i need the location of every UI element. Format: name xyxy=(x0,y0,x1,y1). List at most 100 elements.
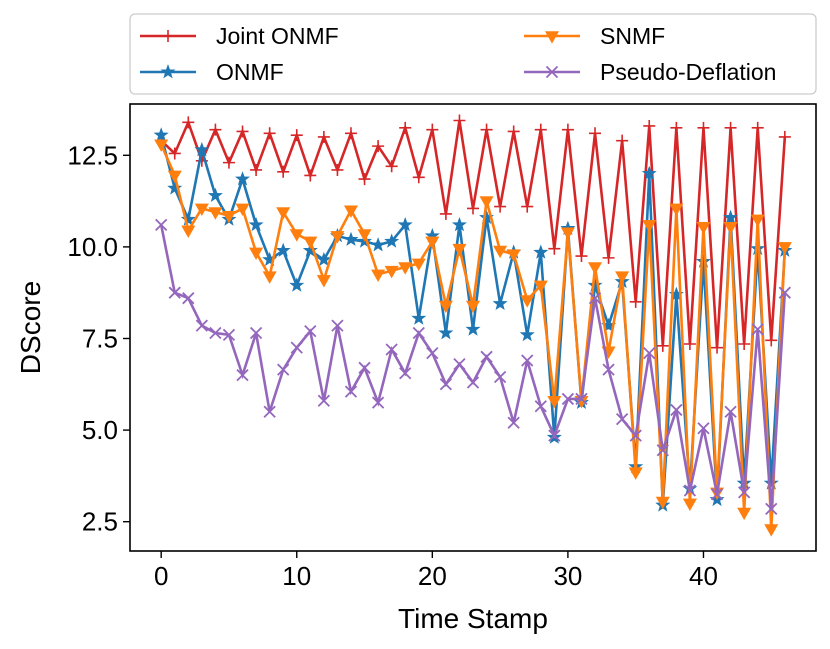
data-point xyxy=(358,173,371,186)
data-point xyxy=(358,361,371,374)
data-point xyxy=(466,376,480,389)
data-point xyxy=(655,496,670,510)
data-point xyxy=(506,249,521,262)
data-point xyxy=(289,229,304,242)
data-point xyxy=(682,498,697,511)
data-point xyxy=(588,262,603,275)
data-point xyxy=(167,170,182,184)
data-point xyxy=(277,165,290,178)
x-axis-label: Time Stamp xyxy=(398,603,548,634)
data-point xyxy=(575,250,588,263)
data-point xyxy=(303,236,318,250)
data-point xyxy=(168,147,181,160)
data-point xyxy=(412,326,425,340)
data-point xyxy=(738,337,751,350)
y-tick-label: 12.5 xyxy=(67,140,118,170)
x-tick-label: 30 xyxy=(553,561,582,591)
legend-entry-joint-onmf: Joint ONMF xyxy=(140,23,339,49)
data-point xyxy=(521,200,534,213)
data-point xyxy=(411,310,427,325)
data-point xyxy=(207,187,223,202)
data-point xyxy=(616,134,629,147)
data-point xyxy=(371,269,386,282)
legend-label: ONMF xyxy=(216,59,284,85)
data-point xyxy=(643,347,656,360)
data-point xyxy=(399,121,412,134)
data-point xyxy=(236,125,249,138)
data-point xyxy=(750,214,765,228)
data-point xyxy=(587,277,603,292)
data-point xyxy=(222,328,236,341)
data-point xyxy=(519,326,535,342)
legend-marker xyxy=(544,31,560,44)
data-point xyxy=(602,363,615,376)
data-point xyxy=(154,139,169,152)
data-point xyxy=(588,292,602,305)
data-point xyxy=(411,258,426,271)
data-point xyxy=(547,395,562,409)
data-point xyxy=(248,217,264,232)
data-point xyxy=(249,326,263,340)
data-point xyxy=(465,321,481,336)
data-point xyxy=(656,339,669,352)
data-point xyxy=(331,319,344,332)
data-point xyxy=(221,210,236,224)
legend-label: SNMF xyxy=(600,23,665,49)
data-point xyxy=(710,488,724,501)
data-point xyxy=(642,220,657,233)
data-point xyxy=(453,114,466,127)
data-point xyxy=(453,358,466,371)
data-point xyxy=(249,247,264,260)
data-point xyxy=(262,271,277,284)
data-point xyxy=(589,127,602,140)
data-point xyxy=(290,341,303,354)
data-point xyxy=(371,396,385,409)
legend-label: Pseudo-Deflation xyxy=(600,59,776,85)
data-point xyxy=(194,141,210,157)
data-point xyxy=(763,475,779,490)
data-point xyxy=(304,325,317,338)
data-point xyxy=(480,123,493,136)
legend: Joint ONMF ONMF SNMF Pseudo-Deflation xyxy=(129,13,817,95)
data-point xyxy=(412,171,425,184)
data-point xyxy=(507,125,520,138)
data-point xyxy=(290,129,303,142)
data-point xyxy=(724,121,737,134)
data-point xyxy=(167,180,183,195)
data-point xyxy=(697,121,710,134)
data-point xyxy=(208,207,223,220)
y-tick-label: 10.0 xyxy=(67,232,118,262)
data-point xyxy=(765,502,778,516)
data-point xyxy=(426,347,439,360)
data-point xyxy=(738,486,751,499)
data-point xyxy=(317,394,331,407)
data-point xyxy=(520,295,535,308)
data-point xyxy=(194,203,209,217)
axis-ticks: 0 10 20 30 40 2.5 5.0 7.5 10.0 12.5 xyxy=(67,140,718,591)
legend-marker xyxy=(162,30,174,42)
data-point xyxy=(533,280,548,293)
data-point xyxy=(452,243,467,257)
data-point xyxy=(479,196,494,209)
data-point xyxy=(696,221,711,235)
data-point xyxy=(182,116,195,129)
data-point xyxy=(480,350,493,363)
series-joint-onmf xyxy=(155,114,791,354)
data-point xyxy=(277,363,290,376)
data-point xyxy=(316,251,332,267)
data-point xyxy=(751,121,764,134)
legend-entry-snmf: SNMF xyxy=(524,23,665,49)
data-point xyxy=(426,123,439,136)
data-point xyxy=(548,429,561,442)
data-point xyxy=(670,403,683,417)
data-point xyxy=(683,337,696,350)
data-point xyxy=(492,295,508,311)
data-point xyxy=(182,292,195,305)
data-point xyxy=(385,343,398,356)
data-point xyxy=(764,524,779,537)
data-point xyxy=(751,323,764,336)
data-point xyxy=(493,245,508,259)
data-point xyxy=(439,378,453,391)
data-point xyxy=(656,444,669,457)
data-point xyxy=(629,295,642,308)
